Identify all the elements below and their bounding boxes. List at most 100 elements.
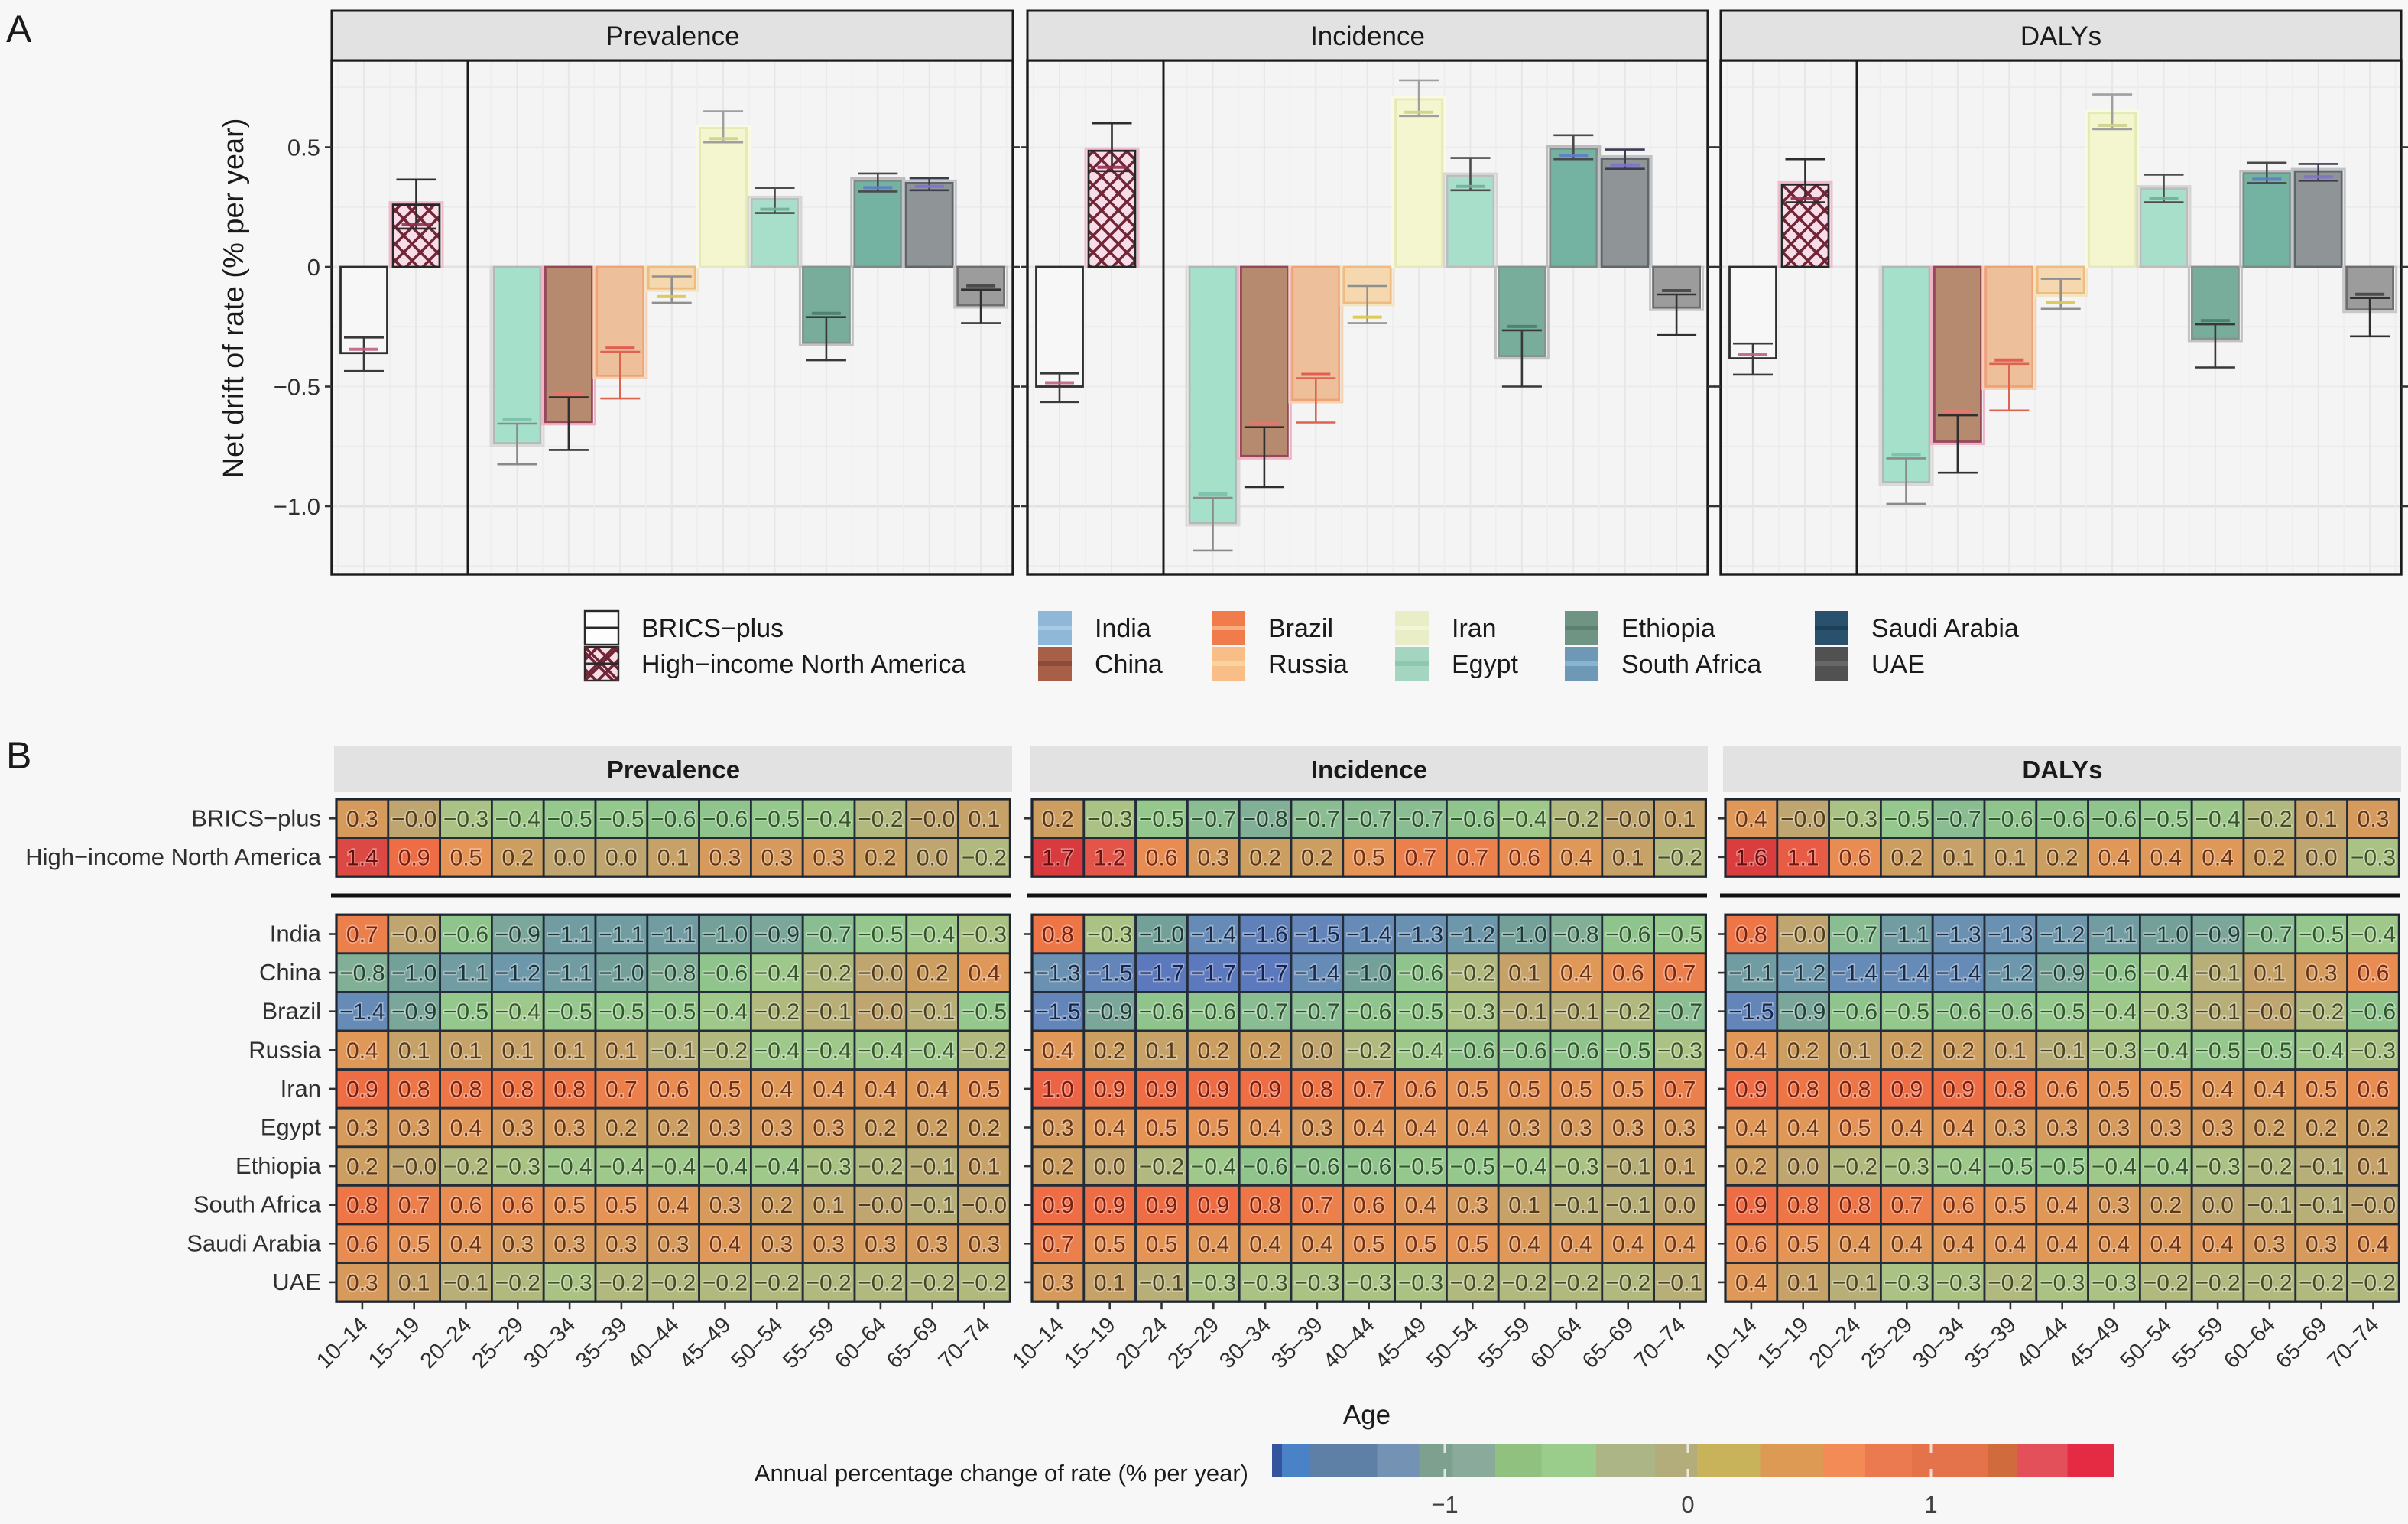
svg-text:−0.3: −0.3: [1294, 1270, 1339, 1295]
svg-text:−0.4: −0.4: [495, 999, 540, 1025]
svg-text:−0.4: −0.4: [703, 999, 748, 1025]
svg-text:−0.3: −0.3: [2040, 1270, 2085, 1295]
svg-text:DALYs: DALYs: [2022, 756, 2102, 784]
svg-text:0.3: 0.3: [709, 845, 742, 870]
svg-text:−1.3: −1.3: [1398, 922, 1443, 947]
svg-text:−0.1: −0.1: [1605, 1193, 1650, 1218]
svg-text:0.4: 0.4: [1560, 961, 1592, 986]
svg-text:−0.3: −0.3: [2351, 1038, 2396, 1064]
svg-text:0.4: 0.4: [1735, 1038, 1767, 1064]
svg-text:0.1: 0.1: [1942, 845, 1975, 870]
svg-text:−0.4: −0.4: [910, 1038, 955, 1064]
svg-text:−0.2: −0.2: [962, 845, 1007, 870]
svg-text:−0.5: −0.5: [755, 807, 800, 832]
svg-text:0.6: 0.6: [1405, 1077, 1437, 1102]
svg-text:−1.4: −1.4: [1346, 922, 1391, 947]
svg-text:−0.2: −0.2: [1553, 807, 1598, 832]
svg-text:−0.2: −0.2: [910, 1270, 955, 1295]
svg-text:0.1: 0.1: [969, 1155, 1001, 1180]
svg-text:0.5: 0.5: [2150, 1077, 2182, 1102]
svg-text:−1.4: −1.4: [339, 999, 385, 1025]
svg-text:0.0: 0.0: [1664, 1193, 1696, 1218]
svg-text:0.4: 0.4: [761, 1077, 793, 1102]
svg-text:0.4: 0.4: [1353, 1116, 1385, 1141]
svg-text:−0.1: −0.1: [1832, 1270, 1877, 1295]
svg-text:−0.1: −0.1: [651, 1038, 696, 1064]
svg-text:0.0: 0.0: [605, 845, 638, 870]
svg-text:−0.9: −0.9: [2040, 961, 2085, 986]
svg-text:0.4: 0.4: [1839, 1232, 1871, 1257]
svg-text:−0.1: −0.1: [2247, 1193, 2292, 1218]
svg-text:0.1: 0.1: [1146, 1038, 1178, 1064]
svg-text:China: China: [1095, 650, 1163, 679]
svg-text:−0.6: −0.6: [1450, 1038, 1495, 1064]
svg-text:−0.4: −0.4: [2092, 999, 2137, 1025]
svg-text:−0.6: −0.6: [2092, 807, 2137, 832]
svg-text:0.1: 0.1: [1612, 845, 1644, 870]
svg-text:BRICS−plus: BRICS−plus: [641, 614, 784, 643]
svg-text:−0.2: −0.2: [858, 1155, 903, 1180]
svg-text:−0.7: −0.7: [2247, 922, 2292, 947]
svg-text:0.1: 0.1: [450, 1038, 482, 1064]
svg-text:−0.5: −0.5: [1398, 999, 1443, 1025]
svg-text:−0.2: −0.2: [1988, 1270, 2033, 1295]
svg-text:0.4: 0.4: [2202, 1077, 2234, 1102]
svg-text:−0.3: −0.3: [1450, 999, 1495, 1025]
svg-text:−0.4: −0.4: [2351, 922, 2396, 947]
svg-text:−0.6: −0.6: [703, 961, 748, 986]
svg-text:−0.3: −0.3: [2195, 1155, 2240, 1180]
svg-text:0.3: 0.3: [1197, 845, 1229, 870]
svg-text:0.3: 0.3: [2098, 1116, 2131, 1141]
svg-text:−0.1: −0.1: [1553, 1193, 1598, 1218]
svg-text:0.5: 0.5: [287, 135, 320, 161]
svg-text:−0.4: −0.4: [1191, 1155, 1236, 1180]
svg-text:−0.9: −0.9: [2195, 922, 2240, 947]
svg-text:−0.2: −0.2: [1450, 1270, 1495, 1295]
svg-text:−0.6: −0.6: [1346, 999, 1391, 1025]
svg-text:0.5: 0.5: [1353, 845, 1385, 870]
svg-text:0.7: 0.7: [1890, 1193, 1923, 1218]
svg-text:0.4: 0.4: [1890, 1232, 1923, 1257]
svg-text:−0.1: −0.1: [910, 1193, 955, 1218]
svg-text:0.9: 0.9: [1197, 1193, 1229, 1218]
svg-text:0.6: 0.6: [657, 1077, 690, 1102]
svg-text:0.6: 0.6: [1146, 845, 1178, 870]
svg-text:0.3: 0.3: [1042, 1116, 1074, 1141]
svg-text:−1.3: −1.3: [1936, 922, 1981, 947]
svg-text:−0.0: −0.0: [962, 1193, 1007, 1218]
svg-text:0.4: 0.4: [2098, 845, 2131, 870]
svg-text:−0.2: −0.2: [858, 807, 903, 832]
svg-text:−1.1: −1.1: [1728, 961, 1774, 986]
svg-text:0.3: 0.3: [501, 1116, 534, 1141]
svg-text:−0.5: −0.5: [2195, 1038, 2240, 1064]
svg-text:0.4: 0.4: [2098, 1232, 2131, 1257]
svg-text:−0.0: −0.0: [858, 1193, 903, 1218]
svg-text:0.7: 0.7: [1042, 1232, 1074, 1257]
svg-text:−1.4: −1.4: [1294, 961, 1339, 986]
svg-text:−1.5: −1.5: [1035, 999, 1080, 1025]
svg-text:0.1: 0.1: [1787, 1270, 1819, 1295]
svg-text:−0.3: −0.3: [1884, 1270, 1929, 1295]
svg-text:0.4: 0.4: [1094, 1116, 1126, 1141]
svg-text:−0.2: −0.2: [1501, 1270, 1546, 1295]
svg-text:0.6: 0.6: [346, 1232, 378, 1257]
svg-text:0.6: 0.6: [1353, 1193, 1385, 1218]
svg-text:−0.6: −0.6: [651, 807, 696, 832]
svg-text:−0.2: −0.2: [1553, 1270, 1598, 1295]
svg-text:−0.7: −0.7: [1398, 807, 1443, 832]
svg-text:−0.2: −0.2: [755, 1270, 800, 1295]
svg-text:−0.6: −0.6: [2092, 961, 2137, 986]
svg-text:−0.4: −0.4: [1936, 1155, 1981, 1180]
svg-text:−0.6: −0.6: [1553, 1038, 1598, 1064]
svg-text:−1.0: −1.0: [391, 961, 436, 986]
svg-text:−0.5: −0.5: [547, 807, 592, 832]
svg-text:0.3: 0.3: [2306, 1232, 2338, 1257]
svg-text:−0.6: −0.6: [1936, 999, 1981, 1025]
svg-text:0: 0: [307, 254, 320, 281]
svg-text:−0.3: −0.3: [1553, 1155, 1598, 1180]
svg-text:0.2: 0.2: [1890, 845, 1923, 870]
svg-text:0.9: 0.9: [1146, 1077, 1178, 1102]
svg-text:−0.0: −0.0: [391, 807, 436, 832]
svg-text:Saudi Arabia: Saudi Arabia: [1871, 614, 2019, 643]
svg-text:0.5: 0.5: [1839, 1116, 1871, 1141]
